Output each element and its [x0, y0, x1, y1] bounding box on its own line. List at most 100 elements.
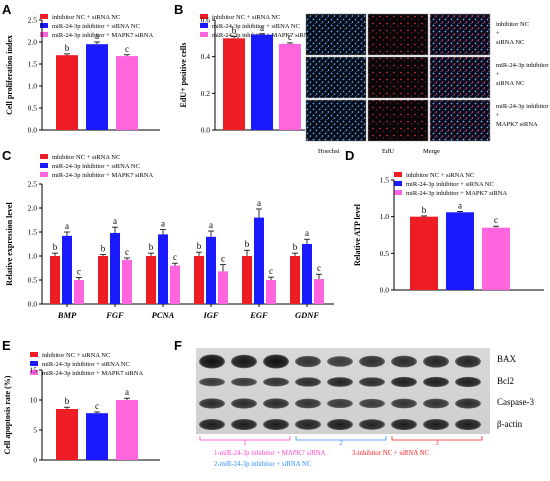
- y-tick-label: 0.5: [28, 276, 38, 285]
- micrograph-edu-row-3: [367, 99, 429, 142]
- bar: [194, 256, 204, 304]
- significance-letter: a: [260, 23, 264, 33]
- legend-swatch: [394, 181, 402, 186]
- band-beta-actin-lane-3: [263, 418, 289, 431]
- band-label-caspase3: Caspase-3: [497, 397, 534, 407]
- y-tick-label: 0.0: [201, 126, 211, 135]
- band-caspase3-lane-7: [391, 398, 417, 409]
- bar: [86, 413, 108, 460]
- bar: [116, 56, 138, 130]
- band-beta-actin-lane-7: [391, 418, 417, 431]
- legend-label: inhibitor NC + siRNA NC: [52, 14, 120, 21]
- significance-letter: c: [494, 215, 498, 225]
- svg-text:+: +: [496, 112, 500, 119]
- chart-b: inhibitor NC + siRNA NC miR-24-3p inhibit…: [179, 14, 313, 135]
- bar: [56, 409, 78, 460]
- band-bax-lane-7: [391, 355, 417, 368]
- bar: [74, 280, 84, 304]
- legend-label: miR-24-3p inhibitor + MAPK7 siRNA: [52, 32, 153, 39]
- significance-letter: b: [232, 26, 237, 36]
- panel-letter-c: C: [2, 148, 12, 163]
- legend-label: inhibitor NC + siRNA NC: [42, 352, 110, 359]
- bar: [86, 44, 108, 131]
- micrograph-merge-row-1: [429, 13, 491, 56]
- lane-number: 1: [243, 440, 246, 447]
- bar: [242, 256, 252, 304]
- lane-bracket: [199, 436, 291, 441]
- bar: [98, 256, 108, 304]
- micrograph-merge-row-2: [429, 56, 491, 99]
- svg-text:siRNA NC: siRNA NC: [496, 39, 524, 46]
- legend-swatch: [394, 172, 402, 177]
- y-tick-label: 1.0: [28, 82, 38, 91]
- legend-swatch: [394, 190, 402, 195]
- legend-swatch: [40, 154, 48, 159]
- y-tick-label: 0.0: [28, 300, 38, 309]
- lane-caption-3: 3-inhibitor NC + siRNA NC: [352, 450, 430, 457]
- band-bax-lane-6: [359, 355, 385, 368]
- x-category-label: BMP: [57, 310, 77, 320]
- band-label-bcl2: Bcl2: [497, 376, 514, 386]
- bar: [170, 265, 180, 304]
- legend-swatch: [30, 361, 38, 366]
- band-bax-lane-9: [455, 355, 481, 368]
- band-caspase3-lane-9: [455, 398, 481, 409]
- bar: [251, 34, 273, 130]
- significance-letter: c: [125, 44, 129, 54]
- micrograph-hoechst-row-3: [305, 99, 367, 142]
- svg-text:+: +: [496, 30, 500, 37]
- x-category-label: FGF: [105, 310, 124, 320]
- band-bax-lane-3: [263, 354, 289, 369]
- x-category-label: GDNF: [295, 310, 319, 320]
- chart-c: inhibitor NC + siRNA NC miR-24-3p inhibit…: [5, 154, 334, 320]
- y-axis-title: Relative ATP level: [353, 203, 362, 266]
- legend-swatch: [40, 163, 48, 168]
- panel-letter-e: E: [2, 338, 11, 353]
- y-tick-label: 2.0: [28, 204, 38, 213]
- band-bax-lane-1: [199, 354, 225, 369]
- significance-letter: c: [125, 247, 129, 257]
- significance-letter: b: [65, 396, 70, 406]
- y-tick-label: 1.0: [380, 212, 390, 221]
- legend-label: miR-24-3p inhibitor + MAPK7 siRNA: [42, 370, 143, 377]
- bar: [146, 256, 156, 304]
- col-label-merge: Merge: [423, 148, 440, 155]
- band-bcl2-lane-7: [391, 376, 417, 388]
- significance-letter: c: [269, 266, 273, 276]
- legend-label: inhibitor NC + siRNA NC: [212, 14, 280, 21]
- y-tick-label: 2.5: [28, 16, 38, 25]
- significance-letter: b: [245, 239, 250, 249]
- significance-letter: a: [209, 220, 213, 230]
- bar: [266, 280, 276, 304]
- y-tick-label: 15: [30, 366, 38, 375]
- western-blot: BAX Bcl2 Caspase-3 β-actin 1 2 3 1-miR-24-…: [196, 348, 534, 468]
- y-tick-label: 2.0: [28, 38, 38, 47]
- legend-swatch: [30, 352, 38, 357]
- band-bcl2-lane-1: [199, 377, 225, 387]
- y-tick-label: 0.6: [201, 16, 211, 25]
- y-tick-label: 0: [33, 456, 37, 465]
- significance-letter: c: [77, 267, 81, 277]
- legend-label: miR-24-3p inhibitor + MAPK7 siRNA: [52, 172, 153, 179]
- legend-swatch: [40, 32, 48, 37]
- svg-text:+: +: [496, 71, 500, 78]
- band-caspase3-lane-8: [423, 398, 449, 409]
- bar: [254, 217, 264, 304]
- col-label-edu: EdU: [382, 148, 394, 155]
- chart-d: inhibitor NC + siRNA NC miR-24-3p inhibit…: [353, 172, 544, 295]
- legend-label: miR-24-3p inhibitor + siRNA NC: [212, 23, 300, 30]
- bar: [62, 235, 72, 304]
- edu-micrograph-grid: Hoechst EdU Merge inhibitor NC + siRNA N…: [305, 13, 549, 155]
- bar: [158, 234, 168, 304]
- x-category-label: IGF: [202, 310, 218, 320]
- significance-letter: c: [221, 254, 225, 264]
- band-label-beta-actin: β-actin: [497, 419, 523, 429]
- band-bcl2-lane-3: [263, 377, 289, 387]
- panel-letter-b: B: [174, 2, 183, 17]
- y-tick-label: 0.5: [380, 249, 390, 258]
- x-category-label: PCNA: [152, 310, 175, 320]
- legend-label: inhibitor NC + siRNA NC: [52, 154, 120, 161]
- chart-a: inhibitor NC + siRNA NC miR-24-3p inhibit…: [5, 14, 160, 135]
- y-tick-label: 10: [30, 396, 38, 405]
